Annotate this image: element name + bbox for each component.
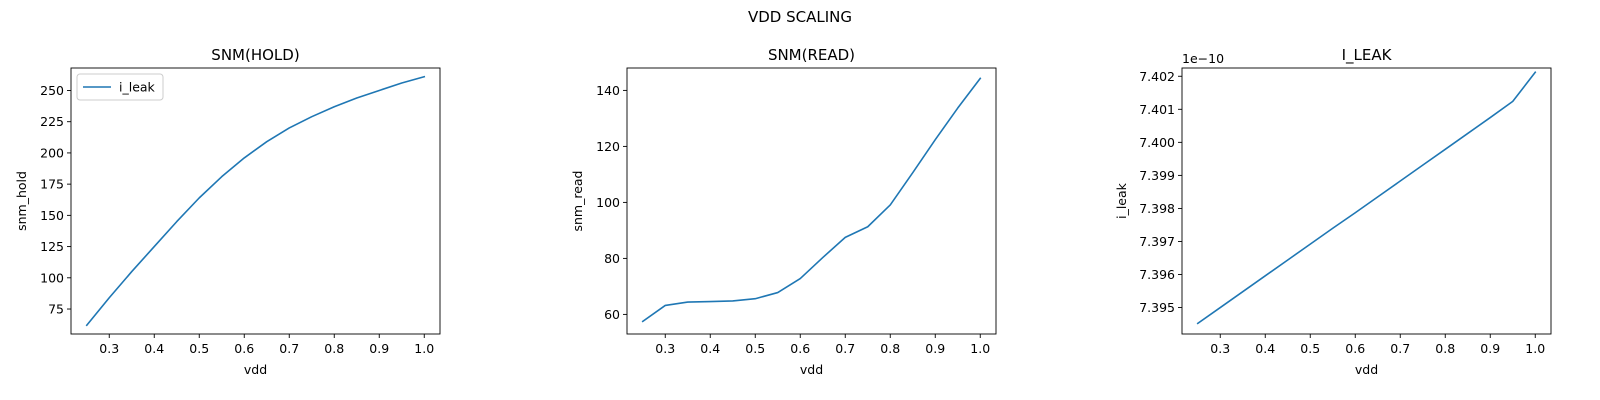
series-line-i_leak <box>85 75 426 327</box>
y-axis-offset-text: 1e−10 <box>1182 51 1224 66</box>
x-tick-label: 1.0 <box>1525 341 1545 356</box>
y-axis-label: i_leak <box>1114 182 1129 219</box>
axes-frame <box>1181 67 1552 335</box>
y-tick-label: 7.395 <box>1139 300 1175 315</box>
subplot-title: SNM(READ) <box>768 46 855 64</box>
legend-label: i_leak <box>119 80 156 95</box>
x-tick-label: 0.7 <box>1390 341 1410 356</box>
x-tick-label: 0.4 <box>144 341 164 356</box>
x-axis-label: vdd <box>800 362 823 377</box>
legend <box>76 73 164 101</box>
figure-title: VDD SCALING <box>748 8 852 26</box>
x-tick-label: 0.4 <box>700 341 720 356</box>
x-axis-label: vdd <box>1355 362 1378 377</box>
x-tick-label: 0.8 <box>880 341 900 356</box>
x-tick-label: 0.3 <box>1210 341 1230 356</box>
x-tick-label: 0.3 <box>99 341 119 356</box>
series-line-series-1 <box>641 77 982 323</box>
x-tick-label: 0.5 <box>1300 341 1320 356</box>
x-tick-label: 0.9 <box>1480 341 1500 356</box>
subplot-title: I_LEAK <box>1342 46 1393 65</box>
x-tick-label: 0.8 <box>1435 341 1455 356</box>
y-tick-label: 7.399 <box>1139 168 1175 183</box>
x-tick-label: 0.4 <box>1255 341 1275 356</box>
subplot-2: SNM(READ) 0.3 0.4 0.5 0.6 0.7 0.8 0.9 1.0 60 80 100… <box>570 46 997 377</box>
x-tick-label: 0.5 <box>745 341 765 356</box>
subplot-3: I_LEAK 0.3 0.4 0.5 0.6 0.7 0.8 0.9 1.0 7.395 7.396… <box>1114 46 1552 377</box>
y-tick-label: 200 <box>40 145 64 160</box>
y-tick-label: 175 <box>40 177 64 192</box>
y-tick-label: 75 <box>48 302 64 317</box>
x-tick-label: 0.9 <box>369 341 389 356</box>
x-tick-label: 0.6 <box>790 341 810 356</box>
y-tick-label: 225 <box>40 114 64 129</box>
y-tick-label: 7.398 <box>1139 201 1175 216</box>
y-tick-label: 80 <box>604 251 620 266</box>
series-line-series-1 <box>1196 71 1537 325</box>
y-axis-label: snm_hold <box>14 171 29 231</box>
x-tick-label: 1.0 <box>414 341 434 356</box>
y-tick-label: 7.396 <box>1139 267 1175 282</box>
y-tick-label: 7.401 <box>1139 102 1175 117</box>
axes-frame <box>626 67 997 335</box>
x-tick-label: 0.3 <box>655 341 675 356</box>
y-tick-label: 100 <box>596 195 620 210</box>
y-tick-label: 7.397 <box>1139 234 1175 249</box>
x-tick-label: 0.8 <box>324 341 344 356</box>
x-tick-label: 0.9 <box>925 341 945 356</box>
y-tick-label: 250 <box>40 83 64 98</box>
x-tick-label: 0.5 <box>189 341 209 356</box>
y-axis-label: snm_read <box>570 170 585 231</box>
x-tick-label: 0.7 <box>279 341 299 356</box>
y-tick-label: 100 <box>40 270 64 285</box>
y-tick-label: 7.402 <box>1139 69 1175 84</box>
y-tick-label: 140 <box>596 83 620 98</box>
y-tick-label: 60 <box>604 307 620 322</box>
x-axis-label: vdd <box>244 362 267 377</box>
y-tick-label: 120 <box>596 139 620 154</box>
subplot-title: SNM(HOLD) <box>211 46 299 64</box>
subplot-1: SNM(HOLD) 0.3 0.4 0.5 0.6 0.7 0.8 0.9 1.0 75 100 12… <box>14 46 441 377</box>
x-tick-label: 1.0 <box>970 341 990 356</box>
y-tick-label: 150 <box>40 208 64 223</box>
x-tick-label: 0.6 <box>1345 341 1365 356</box>
y-tick-label: 125 <box>40 239 64 254</box>
x-tick-label: 0.7 <box>835 341 855 356</box>
x-tick-label: 0.6 <box>234 341 254 356</box>
y-tick-label: 7.400 <box>1139 135 1175 150</box>
axes-frame <box>70 67 441 335</box>
